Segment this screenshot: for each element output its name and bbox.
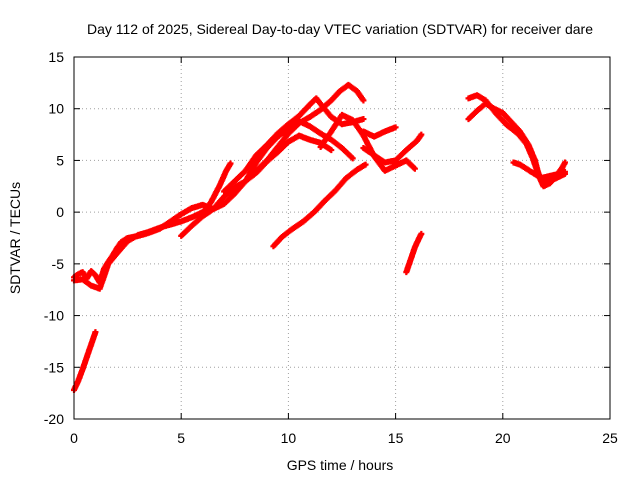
y-tick-label: -5 [52,256,65,272]
tick-labels: 0 5 10 15 20 25 -20 -15 -10 -5 0 5 10 15 [44,49,618,446]
data-point-segment [221,179,237,195]
data-point-segment [210,194,227,212]
axis-ticks [73,56,611,420]
data-series-arc-15 [510,159,568,181]
data-series-arc-11 [270,161,369,250]
data-point [561,159,568,166]
data-point-segment [559,160,568,170]
data-point [360,97,367,104]
y-tick-label: 0 [56,204,64,220]
data-point-segment [253,158,269,174]
data-point-segment [264,145,280,164]
data-point-segment [274,139,291,156]
data-point [362,161,369,168]
y-axis-label: SDTVAR / TECUs [7,182,23,294]
data-point [328,147,335,154]
y-tick-label: -20 [44,411,64,427]
data-point-segment [311,198,327,216]
data-point-segment [178,223,194,239]
x-tick-label: 5 [177,430,185,446]
data-point-segment [523,140,536,160]
data-point-segment [253,142,269,159]
data-point [392,124,399,131]
y-tick-label: 15 [48,49,64,65]
data-series-arc-10 [360,124,399,140]
data-point [411,165,418,172]
data-point [561,168,568,175]
data-series-arc-9 [360,131,425,166]
data-point-segment [221,191,237,207]
data-point [360,116,367,123]
data-point-segment [392,148,409,164]
data-point-segment [242,153,259,174]
x-tick-label: 15 [388,430,404,446]
data-point-segment [253,146,270,166]
data-point-segment [339,145,355,161]
data-point-segment [416,232,424,241]
x-tick-label: 20 [495,430,511,446]
data-point-segment [75,269,85,278]
y-tick-label: 5 [56,152,64,168]
data-point-segment [231,168,248,185]
data-point [418,131,425,138]
data-point-segment [332,176,349,194]
data-point-segment [296,102,312,119]
y-tick-label: -10 [44,308,64,324]
data-point-segment [321,188,338,204]
data-point-segment [208,183,223,205]
y-tick-label: -15 [44,359,64,375]
data-point [92,329,99,336]
chart-title: Day 112 of 2025, Sidereal Day-to-day VTE… [87,21,593,37]
y-tick-label: 10 [48,101,64,117]
x-tick-label: 25 [602,430,618,446]
x-tick-label: 10 [281,430,297,446]
data-point-segment [113,239,130,257]
data-series-arc-3 [71,209,206,292]
data-point-segment [264,131,280,148]
data-series-arc-7 [253,81,367,174]
data-point-segment [274,122,291,137]
x-axis-label: GPS time / hours [287,457,394,473]
plot-frame [73,56,611,420]
data-point [418,230,425,237]
data-point-segment [493,110,509,128]
data-point-segment [274,131,291,150]
data-points [71,81,568,393]
data-series-arc-12 [403,230,425,276]
data-point [349,155,356,162]
data-series-arc-6 [221,95,367,195]
data-point-segment [285,121,301,137]
data-point-segment [328,113,345,135]
data-point-segment [216,169,229,189]
data-point-segment [317,129,334,150]
data-point [227,160,234,167]
x-tick-label: 0 [70,430,78,446]
data-series-arc-5 [199,160,234,217]
data-point-segment [482,97,499,116]
